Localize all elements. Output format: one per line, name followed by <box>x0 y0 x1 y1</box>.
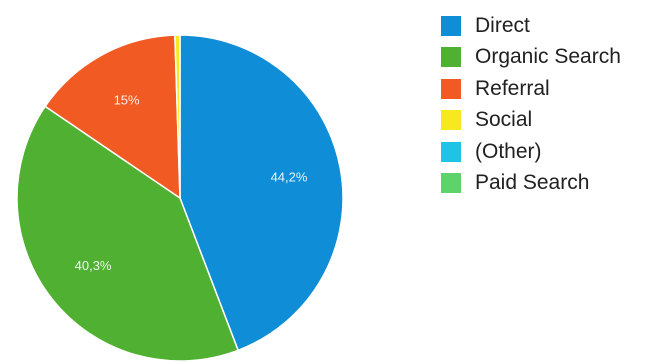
pie-slices <box>16 34 344 362</box>
pie-slice-referral[interactable] <box>44 34 181 200</box>
legend-item-organic-search[interactable]: Organic Search <box>441 42 621 73</box>
legend-item-direct[interactable]: Direct <box>441 10 621 41</box>
pie-slice-direct[interactable] <box>179 34 344 352</box>
legend-swatch-social <box>441 110 461 131</box>
legend-item-paid-search[interactable]: Paid Search <box>441 168 621 199</box>
slice-value-label-direct: 44,2% <box>271 169 308 184</box>
legend-label-direct: Direct <box>475 13 530 37</box>
legend-swatch-referral <box>441 78 461 99</box>
chart-legend: Direct Organic Search Referral Social (O… <box>441 10 621 200</box>
pie-slice-labels: 44,2% 40,3% 15% <box>75 92 308 273</box>
legend-label-other: (Other) <box>475 139 542 163</box>
legend-swatch-paid-search <box>441 173 461 194</box>
legend-label-social: Social <box>475 108 533 132</box>
legend-item-social[interactable]: Social <box>441 105 621 136</box>
legend-item-referral[interactable]: Referral <box>441 73 621 104</box>
legend-swatch-direct <box>441 15 461 36</box>
legend-label-paid-search: Paid Search <box>475 171 590 195</box>
slice-value-label-referral: 15% <box>114 92 140 107</box>
legend-label-referral: Referral <box>475 76 550 100</box>
slice-value-label-organic-search: 40,3% <box>75 258 112 273</box>
legend-label-organic-search: Organic Search <box>475 45 621 69</box>
legend-swatch-other <box>441 141 461 162</box>
legend-swatch-organic-search <box>441 47 461 68</box>
legend-item-other[interactable]: (Other) <box>441 136 621 167</box>
pie-slice-organic-search[interactable] <box>16 105 240 362</box>
pie-slice-social[interactable] <box>174 34 181 199</box>
